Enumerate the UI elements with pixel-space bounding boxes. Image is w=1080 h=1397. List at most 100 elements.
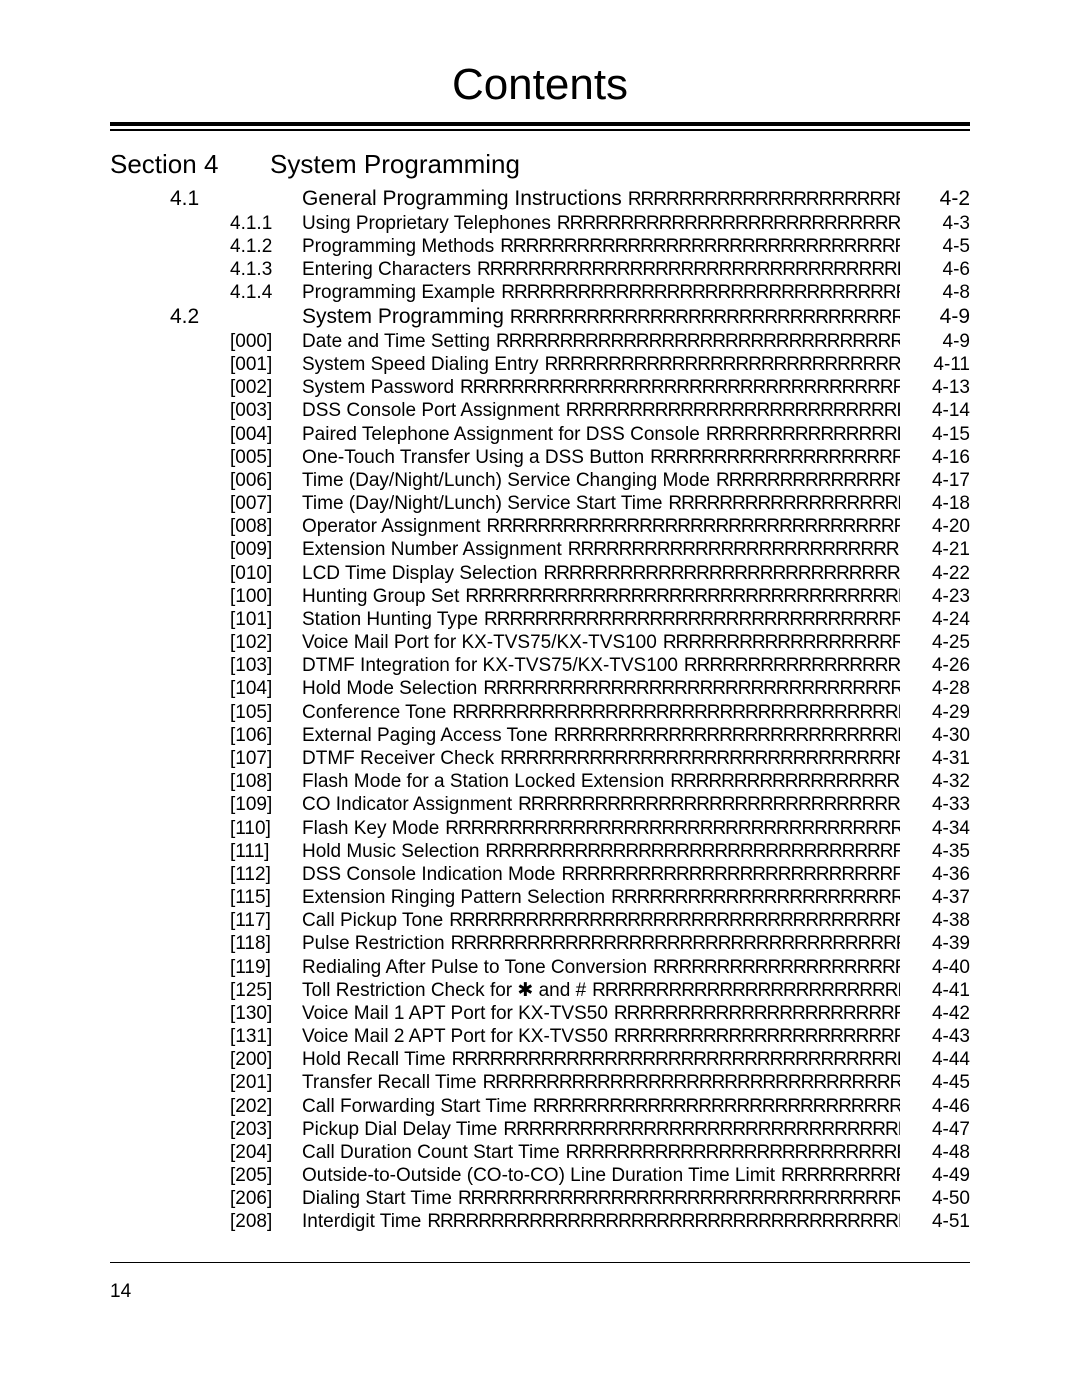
toc-leader: RRRRRRRRRRRRRRRRRRRRRRRRRRRRRRRRRRRRRRRR…	[500, 235, 900, 258]
toc-row: [109]CO Indicator AssignmentRRRRRRRRRRRR…	[110, 793, 970, 816]
toc-row: [009]Extension Number AssignmentRRRRRRRR…	[110, 538, 970, 561]
toc-page-ref: 4-34	[900, 817, 970, 840]
toc-page-ref: 4-50	[900, 1187, 970, 1210]
toc-item-key: [112]	[230, 863, 302, 886]
toc-item-key: 4.1.2	[230, 235, 302, 258]
toc-leader: RRRRRRRRRRRRRRRRRRRRRRRRRRRRRRRRRRRRRRRR…	[554, 724, 900, 747]
toc-item-key: [003]	[230, 399, 302, 422]
toc-page-ref: 4-3	[900, 212, 970, 235]
toc-row: 4.1.4Programming ExampleRRRRRRRRRRRRRRRR…	[110, 281, 970, 304]
toc-item-key: [130]	[230, 1002, 302, 1025]
toc-item-text: Redialing After Pulse to Tone Conversion	[302, 956, 653, 979]
toc-page-ref: 4-9	[900, 330, 970, 353]
toc-row: 4.1General Programming InstructionsRRRRR…	[110, 186, 970, 212]
toc-item-key: [102]	[230, 631, 302, 654]
toc-leader: RRRRRRRRRRRRRRRRRRRRRRRRRRRRRRRRRRRRRRRR…	[614, 1002, 900, 1025]
toc-page-ref: 4-43	[900, 1025, 970, 1048]
toc-leader: RRRRRRRRRRRRRRRRRRRRRRRRRRRRRRRRRRRRRRRR…	[449, 909, 900, 932]
toc-row: [103]DTMF Integration for KX-TVS75/KX-TV…	[110, 654, 970, 677]
toc-leader: RRRRRRRRRRRRRRRRRRRRRRRRRRRRRRRRRRRRRRRR…	[561, 863, 900, 886]
toc-row: [110]Flash Key ModeRRRRRRRRRRRRRRRRRRRRR…	[110, 817, 970, 840]
toc-row: [201]Transfer Recall TimeRRRRRRRRRRRRRRR…	[110, 1071, 970, 1094]
toc-leader: RRRRRRRRRRRRRRRRRRRRRRRRRRRRRRRRRRRRRRRR…	[427, 1210, 900, 1233]
toc-leader: RRRRRRRRRRRRRRRRRRRRRRRRRRRRRRRRRRRRRRRR…	[668, 492, 900, 515]
toc-item-key: [005]	[230, 446, 302, 469]
toc-leader: RRRRRRRRRRRRRRRRRRRRRRRRRRRRRRRRRRRRRRRR…	[684, 654, 900, 677]
section-header: Section 4 System Programming	[110, 149, 970, 180]
toc-leader: RRRRRRRRRRRRRRRRRRRRRRRRRRRRRRRRRRRRRRRR…	[670, 770, 900, 793]
toc-item-text: LCD Time Display Selection	[302, 562, 543, 585]
toc-row: [003]DSS Console Port AssignmentRRRRRRRR…	[110, 399, 970, 422]
toc-item-text: Programming Example	[302, 281, 501, 304]
toc-page-ref: 4-40	[900, 956, 970, 979]
toc-row: [117]Call Pickup ToneRRRRRRRRRRRRRRRRRRR…	[110, 909, 970, 932]
toc-item-key: [100]	[230, 585, 302, 608]
toc-row: [010]LCD Time Display SelectionRRRRRRRRR…	[110, 562, 970, 585]
toc-page-ref: 4-8	[900, 281, 970, 304]
toc-item-text: Conference Tone	[302, 701, 452, 724]
toc-row: 4.1.2Programming MethodsRRRRRRRRRRRRRRRR…	[110, 235, 970, 258]
toc-item-text: One-Touch Transfer Using a DSS Button	[302, 446, 650, 469]
toc-item-text: Voice Mail Port for KX-TVS75/KX-TVS100	[302, 631, 663, 654]
toc-row: [005]One-Touch Transfer Using a DSS Butt…	[110, 446, 970, 469]
toc-leader: RRRRRRRRRRRRRRRRRRRRRRRRRRRRRRRRRRRRRRRR…	[663, 631, 900, 654]
toc-item-key: [111]	[230, 840, 302, 863]
toc-item-key: [108]	[230, 770, 302, 793]
toc-page-ref: 4-44	[900, 1048, 970, 1071]
toc-page-ref: 4-6	[900, 258, 970, 281]
footer-rule	[110, 1262, 970, 1263]
toc-row: [100]Hunting Group SetRRRRRRRRRRRRRRRRRR…	[110, 585, 970, 608]
toc-leader: RRRRRRRRRRRRRRRRRRRRRRRRRRRRRRRRRRRRRRRR…	[483, 1071, 900, 1094]
toc-page-ref: 4-48	[900, 1141, 970, 1164]
toc-row: [208]Interdigit TimeRRRRRRRRRRRRRRRRRRRR…	[110, 1210, 970, 1233]
toc-leader: RRRRRRRRRRRRRRRRRRRRRRRRRRRRRRRRRRRRRRRR…	[460, 376, 900, 399]
toc-page-ref: 4-47	[900, 1118, 970, 1141]
toc-item-text: Hunting Group Set	[302, 585, 465, 608]
toc-leader: RRRRRRRRRRRRRRRRRRRRRRRRRRRRRRRRRRRRRRRR…	[445, 817, 900, 840]
toc-item-text: Date and Time Setting	[302, 330, 496, 353]
toc-row: [107]DTMF Receiver CheckRRRRRRRRRRRRRRRR…	[110, 747, 970, 770]
toc-page-ref: 4-32	[900, 770, 970, 793]
toc-item-text: External Paging Access Tone	[302, 724, 554, 747]
toc-leader: RRRRRRRRRRRRRRRRRRRRRRRRRRRRRRRRRRRRRRRR…	[483, 677, 900, 700]
toc-row: [118]Pulse RestrictionRRRRRRRRRRRRRRRRRR…	[110, 932, 970, 955]
toc-page-ref: 4-31	[900, 747, 970, 770]
toc-item-text: System Password	[302, 376, 460, 399]
toc-item-key: [206]	[230, 1187, 302, 1210]
toc-item-key: [109]	[230, 793, 302, 816]
toc-leader: RRRRRRRRRRRRRRRRRRRRRRRRRRRRRRRRRRRRRRRR…	[568, 538, 900, 561]
toc-item-text: Pulse Restriction	[302, 932, 451, 955]
toc-item-text: System Speed Dialing Entry	[302, 353, 545, 376]
toc-item-key: 4.1.1	[230, 212, 302, 235]
toc-item-text: System Programming	[302, 304, 510, 330]
toc-leader: RRRRRRRRRRRRRRRRRRRRRRRRRRRRRRRRRRRRRRRR…	[650, 446, 900, 469]
toc-leader: RRRRRRRRRRRRRRRRRRRRRRRRRRRRRRRRRRRRRRRR…	[545, 353, 900, 376]
toc-item-key: [000]	[230, 330, 302, 353]
toc-row: [131]Voice Mail 2 APT Port for KX-TVS50R…	[110, 1025, 970, 1048]
toc-item-key: [004]	[230, 423, 302, 446]
toc-row: [200]Hold Recall TimeRRRRRRRRRRRRRRRRRRR…	[110, 1048, 970, 1071]
toc-leader: RRRRRRRRRRRRRRRRRRRRRRRRRRRRRRRRRRRRRRRR…	[496, 330, 900, 353]
toc-item-key: [203]	[230, 1118, 302, 1141]
toc-leader: RRRRRRRRRRRRRRRRRRRRRRRRRRRRRRRRRRRRRRRR…	[500, 747, 900, 770]
toc-item-text: DTMF Receiver Check	[302, 747, 500, 770]
toc-item-text: Operator Assignment	[302, 515, 486, 538]
toc-page-ref: 4-35	[900, 840, 970, 863]
toc-item-text: Hold Recall Time	[302, 1048, 452, 1071]
toc-row: 4.1.3Entering CharactersRRRRRRRRRRRRRRRR…	[110, 258, 970, 281]
toc-leader: RRRRRRRRRRRRRRRRRRRRRRRRRRRRRRRRRRRRRRRR…	[510, 306, 900, 329]
toc-item-text: DTMF Integration for KX-TVS75/KX-TVS100	[302, 654, 684, 677]
toc-item-text: Time (Day/Night/Lunch) Service Start Tim…	[302, 492, 668, 515]
toc-item-key: [009]	[230, 538, 302, 561]
toc-item-key: [202]	[230, 1095, 302, 1118]
toc-row: [000]Date and Time SettingRRRRRRRRRRRRRR…	[110, 330, 970, 353]
toc-leader: RRRRRRRRRRRRRRRRRRRRRRRRRRRRRRRRRRRRRRRR…	[484, 608, 900, 631]
toc-page-ref: 4-15	[900, 423, 970, 446]
toc-page-ref: 4-49	[900, 1164, 970, 1187]
toc-leader: RRRRRRRRRRRRRRRRRRRRRRRRRRRRRRRRRRRRRRRR…	[501, 281, 900, 304]
toc-row: [204]Call Duration Count Start TimeRRRRR…	[110, 1141, 970, 1164]
toc-item-key: [115]	[230, 886, 302, 909]
toc-leader: RRRRRRRRRRRRRRRRRRRRRRRRRRRRRRRRRRRRRRRR…	[503, 1118, 900, 1141]
toc-leader: RRRRRRRRRRRRRRRRRRRRRRRRRRRRRRRRRRRRRRRR…	[653, 956, 900, 979]
table-of-contents: 4.1General Programming InstructionsRRRRR…	[110, 186, 970, 1234]
